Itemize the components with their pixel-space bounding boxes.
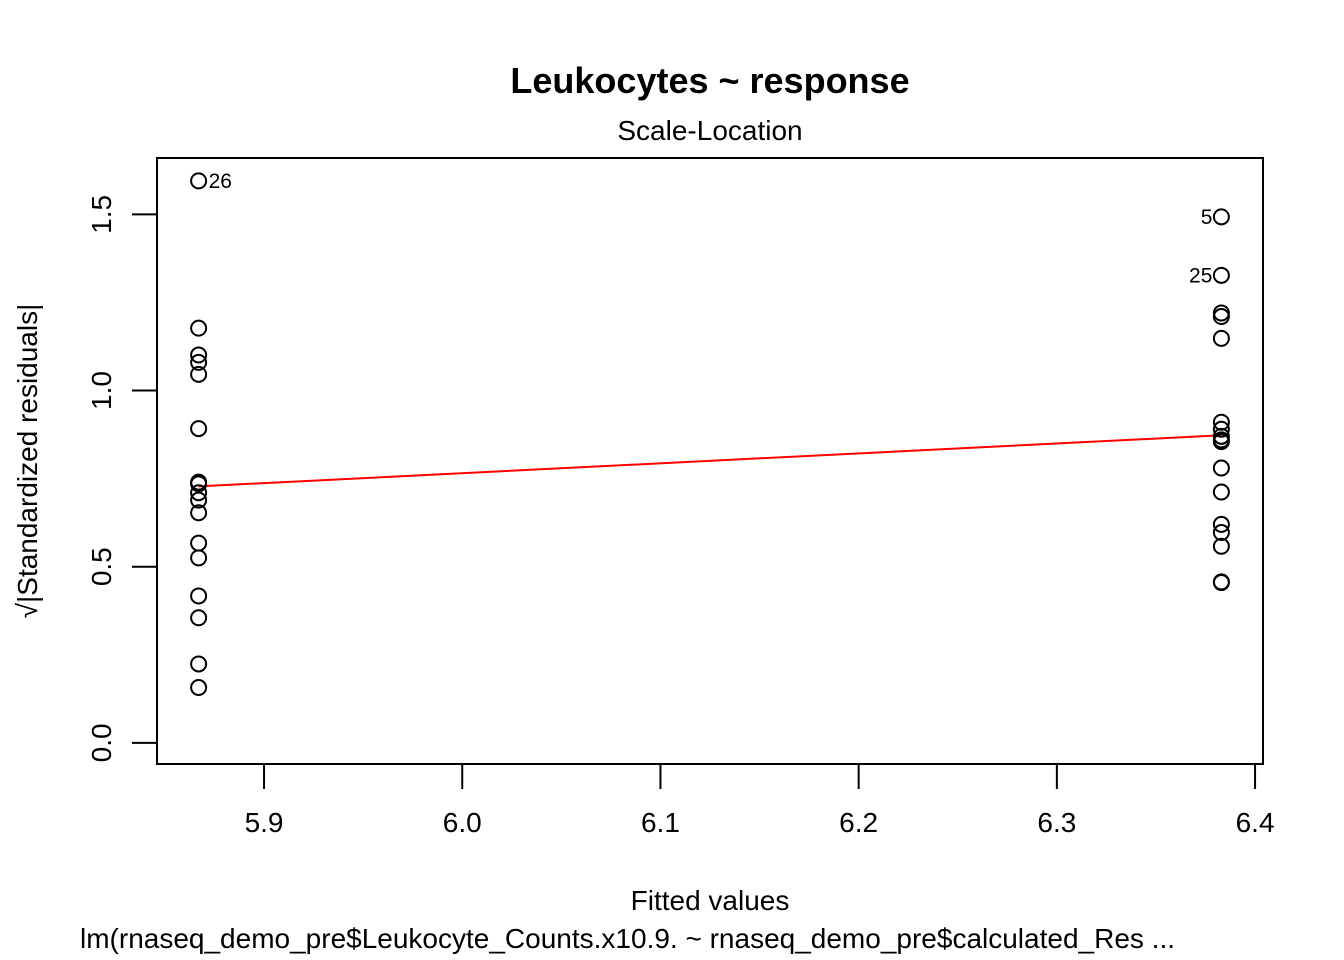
data-point <box>190 319 208 337</box>
data-point <box>1212 308 1230 326</box>
data-point <box>190 353 208 371</box>
x-tick-label: 5.9 <box>245 807 284 838</box>
data-point <box>1212 524 1230 542</box>
data-point <box>1212 431 1230 449</box>
data-point <box>1212 329 1230 347</box>
data-point <box>1212 266 1230 284</box>
point-labels-layer: 26 5 25 <box>209 170 1213 287</box>
data-point <box>190 655 208 673</box>
y-axis: 0.0 0.5 1.0 1.5 <box>86 195 158 762</box>
point-label: 25 <box>1189 264 1212 287</box>
data-point <box>190 534 208 552</box>
x-tick-label: 6.2 <box>839 807 878 838</box>
smoother-line <box>198 434 1222 488</box>
y-tick-label: 1.0 <box>86 371 117 410</box>
y-tick-label: 0.0 <box>86 723 117 762</box>
data-point <box>190 172 208 190</box>
data-point <box>1212 483 1230 501</box>
points-layer <box>190 172 1230 697</box>
point-label: 26 <box>209 170 232 193</box>
x-tick-label: 6.3 <box>1037 807 1076 838</box>
data-point <box>1212 208 1230 226</box>
smoother-layer <box>198 434 1222 488</box>
chart-title: Leukocytes ~ response <box>510 60 909 101</box>
data-point <box>1212 304 1230 322</box>
x-tick-label: 6.0 <box>443 807 482 838</box>
data-point <box>190 473 208 491</box>
data-point <box>1212 459 1230 477</box>
data-point <box>190 420 208 438</box>
chart-subtitle: Scale-Location <box>617 115 802 146</box>
data-point <box>190 491 208 509</box>
y-axis-label: √|Standardized residuals| <box>12 304 43 619</box>
y-tick-label: 1.5 <box>86 195 117 234</box>
data-point <box>1212 574 1230 592</box>
data-point <box>190 504 208 522</box>
point-label: 5 <box>1201 206 1213 229</box>
data-point <box>190 549 208 567</box>
data-point <box>190 484 208 502</box>
data-point <box>190 346 208 364</box>
data-point <box>190 365 208 383</box>
y-tick-label: 0.5 <box>86 547 117 586</box>
data-point <box>190 609 208 627</box>
x-axis-label: Fitted values <box>631 885 790 916</box>
data-point <box>1212 420 1230 438</box>
x-tick-label: 6.1 <box>641 807 680 838</box>
data-point <box>1212 515 1230 533</box>
data-point <box>190 587 208 605</box>
data-point <box>1212 537 1230 555</box>
data-point <box>190 679 208 697</box>
model-caption: lm(rnaseq_demo_pre$Leukocyte_Counts.x10.… <box>80 923 1175 954</box>
x-axis: 5.9 6.0 6.1 6.2 6.3 6.4 <box>245 763 1275 838</box>
x-tick-label: 6.4 <box>1236 807 1275 838</box>
